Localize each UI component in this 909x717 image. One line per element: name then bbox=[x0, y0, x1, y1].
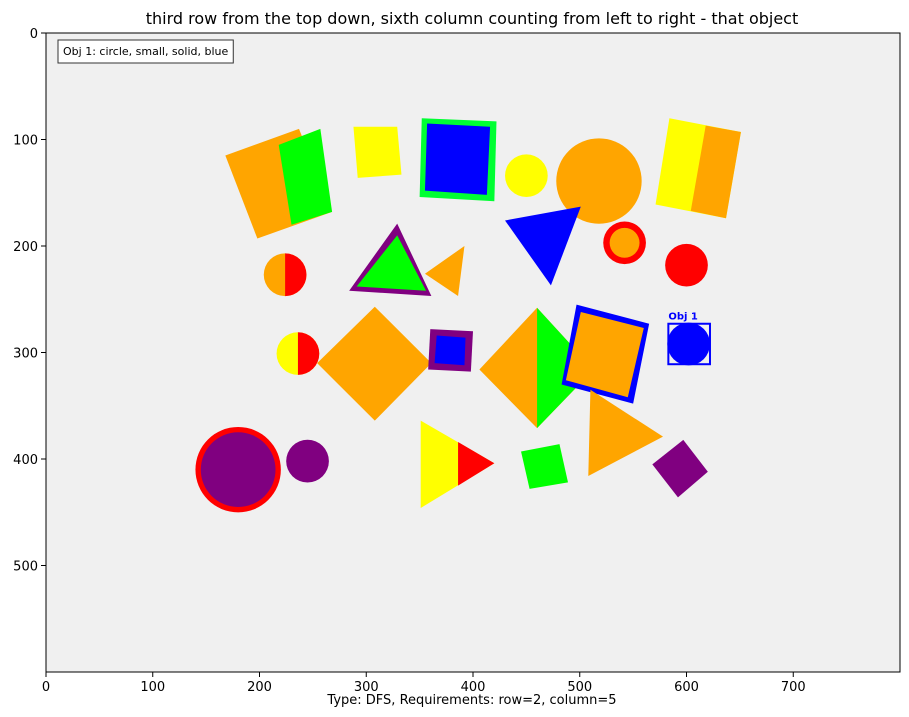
shape-polygon bbox=[565, 312, 644, 398]
annotation-box bbox=[667, 322, 711, 366]
y-axis: 0 100 200 300 400 500 bbox=[13, 27, 46, 575]
shape-half-circle bbox=[285, 253, 307, 297]
shape-polygon bbox=[690, 125, 741, 219]
y-tick-label: 300 bbox=[13, 347, 38, 362]
y-tick-label: 400 bbox=[13, 453, 38, 468]
annotation-label: Obj 1 bbox=[668, 312, 698, 323]
shape-polygon bbox=[356, 235, 427, 291]
x-tick-label: 600 bbox=[674, 680, 699, 695]
x-tick-label: 700 bbox=[781, 680, 806, 695]
shape-polygon bbox=[434, 335, 466, 366]
shape-circle bbox=[505, 154, 548, 198]
shape-circle bbox=[200, 432, 276, 508]
shape-half-circle bbox=[297, 332, 320, 375]
shape-circle bbox=[665, 243, 708, 287]
shape-polygon bbox=[652, 439, 708, 498]
y-tick-label: 100 bbox=[13, 134, 38, 149]
shape-polygon bbox=[420, 420, 495, 508]
shape-polygon bbox=[588, 389, 664, 477]
shape-polygon bbox=[458, 441, 495, 486]
legend-box bbox=[57, 39, 234, 64]
y-tick-label: 500 bbox=[13, 560, 38, 575]
x-tick-label: 0 bbox=[42, 680, 50, 695]
shape-polygon bbox=[278, 128, 333, 225]
y-tick-label: 0 bbox=[30, 27, 38, 42]
chart-title: third row from the top down, sixth colum… bbox=[146, 9, 799, 28]
shape-polygon bbox=[505, 206, 581, 286]
x-tick-label: 200 bbox=[247, 680, 272, 695]
shape-polygon bbox=[424, 246, 465, 297]
shape-circle bbox=[286, 439, 329, 483]
annotations-layer: Obj 1 bbox=[667, 312, 711, 366]
y-tick-label: 200 bbox=[13, 240, 38, 255]
x-tick-label: 300 bbox=[354, 680, 379, 695]
shape-polygon bbox=[353, 126, 402, 178]
shape-polygon bbox=[521, 444, 569, 489]
x-tick-label: 100 bbox=[140, 680, 165, 695]
legend: Obj 1: circle, small, solid, blue bbox=[57, 39, 234, 64]
shape-circle bbox=[556, 138, 642, 224]
x-tick-label: 400 bbox=[461, 680, 486, 695]
shape-polygon bbox=[424, 123, 491, 195]
legend-text: Obj 1: circle, small, solid, blue bbox=[63, 45, 228, 58]
shape-polygon bbox=[317, 306, 432, 421]
shapes-layer bbox=[195, 118, 741, 513]
shape-circle bbox=[667, 322, 710, 366]
shape-circle bbox=[609, 227, 640, 258]
x-axis: 0 100 200 300 400 500 600 700 bbox=[42, 672, 806, 695]
x-tick-label: 500 bbox=[567, 680, 592, 695]
chart-caption: Type: DFS, Requirements: row=2, column=5 bbox=[326, 693, 616, 708]
